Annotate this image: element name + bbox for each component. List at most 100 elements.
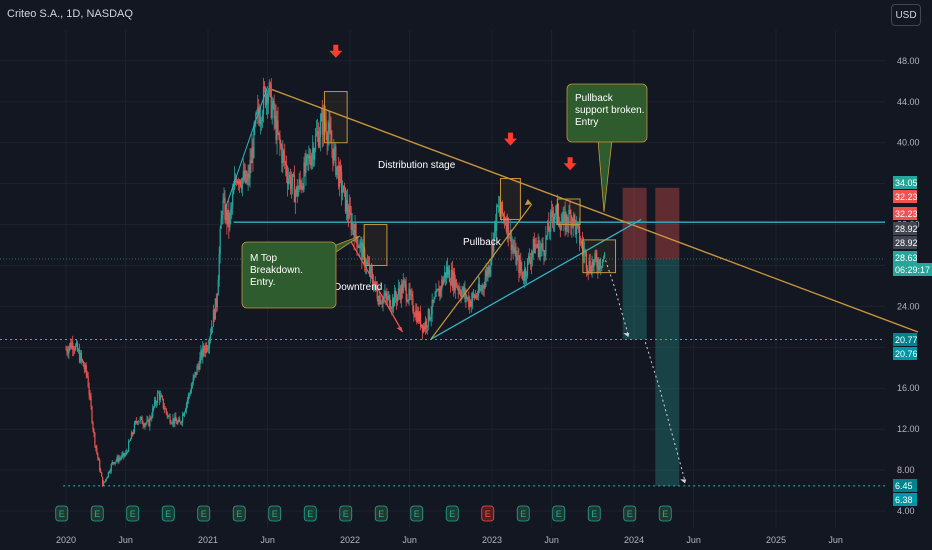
candle-body xyxy=(267,94,269,104)
arrowhead-icon xyxy=(396,326,403,332)
candle-body xyxy=(106,476,109,479)
candle xyxy=(102,476,104,488)
candle-body xyxy=(99,460,101,471)
currency-button[interactable]: USD xyxy=(891,4,921,26)
candle xyxy=(439,285,441,301)
candle xyxy=(147,416,149,422)
pullback-line xyxy=(430,203,533,340)
candle xyxy=(560,213,562,231)
candle xyxy=(105,477,108,482)
candle-body xyxy=(544,253,546,256)
candle-body xyxy=(324,118,326,123)
candle-body xyxy=(454,279,456,291)
candle xyxy=(215,293,217,313)
candle xyxy=(302,182,304,194)
candle xyxy=(474,290,477,300)
candle xyxy=(364,246,366,272)
candle-body xyxy=(506,217,508,232)
candle-body xyxy=(378,296,380,305)
candle-body xyxy=(347,213,349,219)
candle xyxy=(416,303,418,325)
candle xyxy=(602,259,604,269)
candle xyxy=(565,211,567,235)
earnings-marker-bg xyxy=(445,505,459,522)
candle-body xyxy=(185,403,188,410)
candle-body xyxy=(600,266,602,269)
candle xyxy=(248,164,250,186)
earnings-marker: E xyxy=(197,505,211,522)
candle-body xyxy=(598,259,600,271)
earnings-marker: E xyxy=(552,505,566,522)
candle xyxy=(149,414,151,431)
candle xyxy=(582,237,585,263)
candle-body xyxy=(128,440,131,442)
candle xyxy=(239,179,242,188)
candle-body xyxy=(441,279,443,291)
candle-body xyxy=(602,259,604,267)
candle xyxy=(65,345,67,351)
candle xyxy=(390,299,392,310)
candle-body xyxy=(371,272,374,283)
time-tick-label: Jun xyxy=(402,535,417,545)
earnings-marker-bg xyxy=(161,505,175,522)
candle xyxy=(359,239,361,257)
candle xyxy=(438,280,440,297)
candle xyxy=(230,202,232,225)
candle-body xyxy=(588,261,590,273)
candle-body xyxy=(288,175,291,179)
candle-body xyxy=(253,125,255,158)
candle-body xyxy=(495,221,497,231)
candle xyxy=(471,292,473,313)
candle-body xyxy=(168,415,170,417)
candle-body xyxy=(104,479,107,482)
candle-body xyxy=(335,146,337,175)
candle xyxy=(601,265,603,272)
candle xyxy=(473,293,476,301)
candle-body xyxy=(259,115,261,125)
candle-body xyxy=(268,82,270,95)
candle-body xyxy=(535,244,537,247)
candle-body xyxy=(472,293,474,301)
candle xyxy=(352,222,354,236)
pattern-box xyxy=(323,91,348,144)
candle-body xyxy=(69,343,71,348)
projection-path xyxy=(605,260,629,336)
candle-body xyxy=(525,268,527,277)
candle xyxy=(89,389,91,401)
candle-body xyxy=(309,155,311,162)
candle xyxy=(140,416,142,421)
candle-body xyxy=(355,223,357,237)
candle-body xyxy=(478,284,480,291)
candle xyxy=(222,193,224,225)
candle-body xyxy=(419,312,421,322)
candle-body xyxy=(421,324,424,332)
candle xyxy=(282,139,284,174)
price-axis: 48.0044.0040.0032.0024.0016.0012.008.004… xyxy=(897,56,920,516)
candle-body xyxy=(141,417,143,424)
candle xyxy=(485,263,487,287)
candle-body xyxy=(222,200,224,215)
price-tag: 32.23 xyxy=(893,207,918,220)
candle xyxy=(251,133,253,164)
candle-body xyxy=(130,432,133,440)
candle-body xyxy=(507,217,509,239)
price-tag-text: 20.76 xyxy=(895,349,918,359)
candle xyxy=(164,405,166,410)
candle xyxy=(327,120,329,151)
candle xyxy=(603,255,605,263)
candle-body xyxy=(536,246,538,248)
candle-body xyxy=(471,300,473,307)
candle-body xyxy=(215,298,217,308)
candle-body xyxy=(563,212,565,215)
candle-body xyxy=(148,419,150,427)
candle xyxy=(133,420,136,435)
earnings-marker-bg xyxy=(481,505,495,522)
candle xyxy=(314,147,316,167)
candle xyxy=(511,236,513,255)
candle-body xyxy=(124,454,126,457)
candle xyxy=(253,121,255,159)
candle xyxy=(341,180,344,201)
candle xyxy=(114,461,116,466)
candle xyxy=(269,81,271,98)
